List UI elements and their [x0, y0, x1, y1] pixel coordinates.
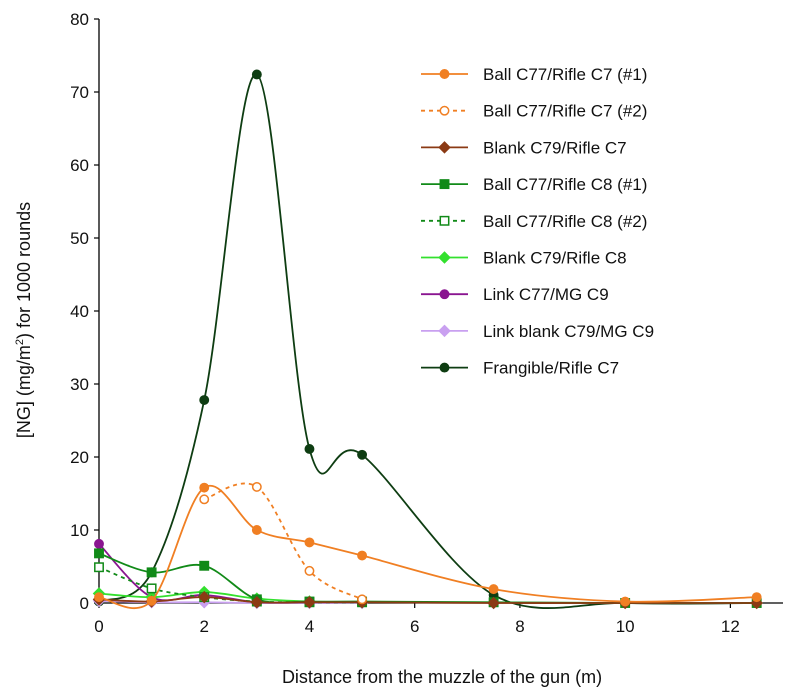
series-line — [203, 482, 363, 601]
data-point — [94, 562, 104, 573]
data-point — [94, 592, 104, 603]
legend-item: Blank C79/Rifle C8 — [421, 249, 627, 268]
legend-item: Link blank C79/MG C9 — [421, 322, 654, 341]
x-tick-label: 8 — [515, 617, 524, 636]
series-ball-c77-rifle-c7-2 — [199, 481, 368, 605]
legend-label: Blank C79/Rifle C7 — [483, 138, 627, 157]
legend-label: Ball C77/Rifle C7 (#1) — [483, 65, 647, 84]
legend-swatch-marker — [439, 69, 450, 79]
data-point — [250, 596, 264, 609]
data-point — [146, 567, 157, 578]
x-tick-label: 0 — [94, 617, 103, 636]
data-point — [304, 565, 315, 576]
legend-label: Blank C79/Rifle C8 — [483, 249, 627, 268]
legend-item: Ball C77/Rifle C8 (#2) — [421, 212, 647, 231]
series-line — [98, 484, 757, 610]
data-point — [357, 449, 368, 460]
legend-label: Link blank C79/MG C9 — [483, 322, 654, 341]
data-point — [146, 595, 157, 606]
data-point — [94, 548, 104, 559]
data-point — [357, 550, 368, 561]
legend-swatch-marker — [439, 289, 450, 300]
series-ball-c77-rifle-c8-1 — [94, 548, 762, 608]
legend-swatch-marker — [438, 324, 451, 338]
x-tick-label: 6 — [410, 617, 419, 636]
legend-item: Ball C77/Rifle C7 (#1) — [421, 65, 647, 84]
series-blank-c79-rifle-c8 — [92, 585, 369, 609]
legend-label: Frangible/Rifle C7 — [483, 359, 619, 378]
y-tick-label: 60 — [70, 156, 89, 175]
legend-label: Ball C77/Rifle C8 (#2) — [483, 212, 647, 231]
legend-label: Link C77/MG C9 — [483, 285, 609, 304]
data-point — [199, 395, 210, 406]
series-layer — [92, 69, 763, 610]
y-axis-title: [NG] (mg/m2) for 1000 rounds — [14, 202, 34, 438]
legend-item: Link C77/MG C9 — [421, 285, 609, 304]
data-point — [488, 584, 499, 595]
data-point — [199, 482, 210, 493]
data-point — [751, 592, 762, 603]
x-tick-label: 10 — [616, 617, 635, 636]
legend-swatch-marker — [439, 179, 450, 190]
legend-label: Ball C77/Rifle C7 (#2) — [483, 102, 647, 121]
data-point — [304, 444, 315, 454]
data-point — [251, 525, 262, 535]
legend-item: Ball C77/Rifle C8 (#1) — [421, 175, 647, 194]
data-point — [251, 69, 262, 80]
data-point — [94, 538, 104, 549]
x-axis-title: Distance from the muzzle of the gun (m) — [282, 667, 602, 687]
legend-swatch-marker — [439, 105, 450, 116]
y-axis-title-part-1: [NG] (mg/m — [14, 345, 34, 438]
y-tick-label: 50 — [70, 229, 89, 248]
y-tick-label: 0 — [80, 594, 89, 613]
data-point — [199, 560, 210, 571]
x-tick-label: 2 — [199, 617, 208, 636]
legend-swatch-marker — [439, 362, 450, 373]
x-tick-label: 4 — [305, 617, 314, 636]
data-point — [304, 537, 315, 548]
y-tick-label: 40 — [70, 302, 89, 321]
legend-label: Ball C77/Rifle C8 (#1) — [483, 175, 647, 194]
data-point — [487, 596, 500, 610]
legend-item: Blank C79/Rifle C7 — [421, 138, 627, 157]
legend-swatch-marker — [438, 141, 451, 154]
data-point — [620, 596, 631, 607]
legend-item: Ball C77/Rifle C7 (#2) — [421, 102, 647, 121]
legend-swatch-marker — [438, 251, 451, 264]
y-tick-label: 30 — [70, 375, 89, 394]
y-axis-title-part-2: ) for 1000 rounds — [14, 202, 34, 339]
data-point — [251, 481, 262, 492]
series-line — [98, 73, 757, 609]
data-point — [146, 583, 157, 594]
y-tick-label: 20 — [70, 448, 89, 467]
axes: 0 10 20 30 40 50 60 70 80 0 2 4 6 8 10 12 — [70, 10, 783, 636]
data-point — [199, 494, 210, 505]
y-tick-label: 80 — [70, 10, 89, 29]
y-tick-label: 70 — [70, 83, 89, 102]
x-tick-label: 12 — [721, 617, 740, 636]
y-tick-label: 10 — [70, 521, 89, 540]
series-frangible-rifle-c7 — [94, 69, 762, 609]
series-ball-c77-rifle-c7-1 — [94, 482, 762, 610]
data-point — [197, 590, 211, 604]
data-point — [303, 596, 316, 609]
legend-item: Frangible/Rifle C7 — [421, 359, 619, 378]
legend: Ball C77/Rifle C7 (#1) Ball C77/Rifle C7 … — [421, 65, 654, 378]
data-point — [357, 594, 368, 605]
legend-swatch-marker — [439, 215, 450, 226]
series-blank-c79-rifle-c7 — [92, 590, 763, 610]
y-axis-title-superscript: 2 — [14, 339, 26, 345]
